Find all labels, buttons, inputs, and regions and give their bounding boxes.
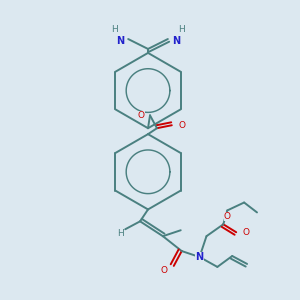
Text: N: N [196, 252, 204, 262]
Text: O: O [243, 228, 250, 237]
Text: H: H [111, 25, 118, 34]
Text: N: N [172, 36, 180, 46]
Text: O: O [178, 121, 185, 130]
Text: N: N [116, 36, 124, 46]
Text: O: O [160, 266, 167, 275]
Text: H: H [117, 229, 124, 238]
Text: O: O [224, 212, 231, 221]
Text: O: O [138, 111, 145, 120]
Text: H: H [178, 25, 185, 34]
